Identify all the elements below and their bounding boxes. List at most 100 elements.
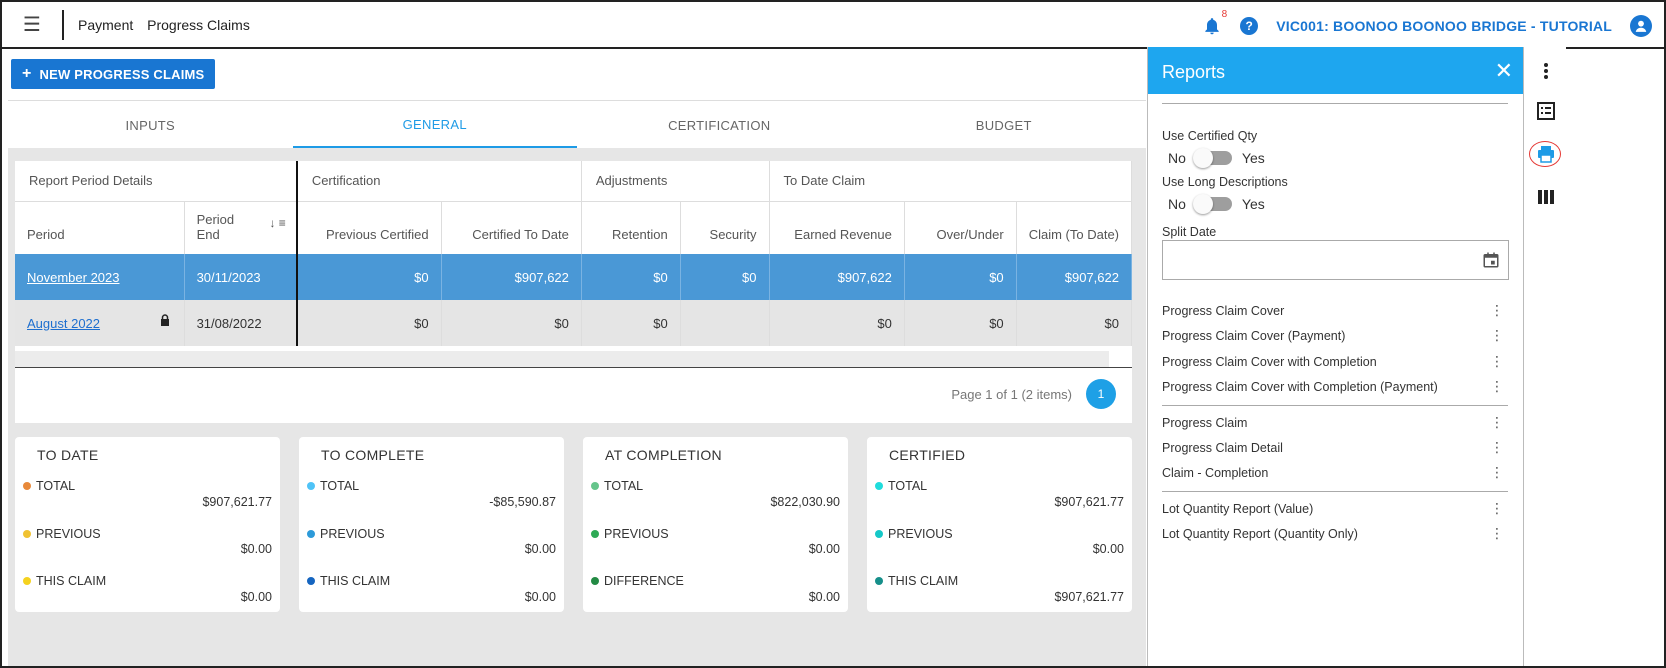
split-date-label: Split Date [1162,225,1217,239]
sort-descending-icon[interactable]: ↓ ≡ [269,215,286,230]
card-item-this-claim: THIS CLAIM [307,574,390,588]
column-header-previous-certified[interactable]: Previous Certified [296,201,442,254]
report-item-label: Lot Quantity Report (Value) [1162,502,1314,516]
legend-dot [307,482,315,490]
column-header-retention[interactable]: Retention [581,201,681,254]
report-item[interactable]: Progress Claim Cover (Payment) ⋮ [1162,327,1504,343]
more-options-icon[interactable]: ⋮ [1490,302,1504,318]
claims-grid: Report Period Details Certification Adju… [15,161,1132,423]
notification-count-badge: 8 [1221,8,1228,20]
use-long-descriptions-toggle[interactable] [1192,194,1232,214]
card-title: TO DATE [37,447,99,463]
card-value: $0.00 [808,542,840,556]
group-certification: Certification [296,161,582,202]
card-item-total: TOTAL [307,479,359,493]
report-item[interactable]: Claim - Completion ⋮ [1162,464,1504,480]
help-icon[interactable]: ? [1240,16,1259,35]
more-vertical-icon[interactable] [1536,61,1556,81]
column-header-claim-to-date[interactable]: Claim (To Date) [1016,201,1132,254]
table-cell: $0 [296,300,442,346]
calendar-icon[interactable] [1482,251,1500,269]
report-item[interactable]: Progress Claim Detail ⋮ [1162,439,1504,455]
summary-card-to-date: TO DATE TOTAL $907,621.77 PREVIOUS $0.00… [15,437,280,612]
tab-general[interactable]: GENERAL [292,103,577,148]
card-item-total: TOTAL [23,479,75,493]
card-value: $0.00 [240,542,272,556]
column-header-period[interactable]: Period [15,201,185,254]
table-cell [680,300,770,346]
breadcrumb: Payment Progress Claims [78,17,250,33]
toggle-yes-label: Yes [1241,196,1265,212]
legend-dot [875,530,883,538]
more-options-icon[interactable]: ⋮ [1490,378,1504,394]
table-cell: $0 [680,254,770,300]
split-date-input[interactable] [1162,240,1509,280]
table-cell: $0 [1016,300,1132,346]
table-cell: $0 [581,300,681,346]
tab-certification[interactable]: CERTIFICATION [668,118,771,133]
column-header-period-end[interactable]: Period End ↓ ≡ [184,201,298,254]
column-header-security[interactable]: Security [680,201,770,254]
card-value: -$85,590.87 [489,495,556,509]
columns-icon[interactable] [1536,187,1556,207]
legend-dot [591,530,599,538]
toggle-knob [1192,194,1213,214]
report-item[interactable]: Progress Claim Cover ⋮ [1162,302,1504,318]
tab-bar: INPUTS GENERAL CERTIFICATION BUDGET [8,103,1146,148]
legend-dot [875,577,883,585]
table-cell: $907,622 [1016,254,1132,300]
more-options-icon[interactable]: ⋮ [1490,464,1504,480]
report-item[interactable]: Lot Quantity Report (Value) ⋮ [1162,500,1504,516]
table-cell: $0 [769,300,905,346]
use-certified-qty-toggle[interactable] [1192,148,1232,168]
report-item[interactable]: Progress Claim ⋮ [1162,414,1504,430]
tab-budget[interactable]: BUDGET [975,118,1032,133]
reports-panel-title: Reports [1162,62,1226,82]
report-item[interactable]: Progress Claim Cover with Completion ⋮ [1162,353,1504,369]
pager: Page 1 of 1 (2 items) 1 [951,379,1116,409]
card-value: $907,621.77 [1054,495,1124,509]
table-row[interactable]: August 2022 31/08/2022 $0 $0 $0 $0 $0 $0 [15,300,1132,346]
new-progress-claims-button[interactable]: + NEW PROGRESS CLAIMS [11,59,216,89]
page-button-1[interactable]: 1 [1086,379,1116,409]
breadcrumb-progress-claims: Progress Claims [147,16,250,33]
report-item[interactable]: Lot Quantity Report (Quantity Only) ⋮ [1162,525,1504,541]
more-options-icon[interactable]: ⋮ [1490,525,1504,541]
card-item-previous: PREVIOUS [23,527,101,541]
list-view-icon[interactable] [1536,101,1556,121]
column-header-earned-revenue[interactable]: Earned Revenue [769,201,905,254]
legend-dot [307,530,315,538]
tab-inputs[interactable]: INPUTS [125,118,175,133]
more-options-icon[interactable]: ⋮ [1490,353,1504,369]
period-link[interactable]: August 2022 [27,315,101,331]
breadcrumb-payment[interactable]: Payment [78,16,134,33]
toggle-no-label: No [1168,196,1186,212]
close-icon[interactable]: ✕ [1494,58,1513,83]
more-options-icon[interactable]: ⋮ [1490,439,1504,455]
column-header-period-end-label: Period End [196,212,235,242]
report-item-label: Claim - Completion [1162,466,1269,480]
lock-icon [160,314,169,326]
main-content: + NEW PROGRESS CLAIMS INPUTS GENERAL CER… [8,51,1218,666]
horizontal-scrollbar[interactable] [15,351,1109,367]
card-value: $0.00 [524,542,556,556]
more-options-icon[interactable]: ⋮ [1490,500,1504,516]
print-icon[interactable] [1536,144,1556,164]
column-header-over-under[interactable]: Over/Under [904,201,1017,254]
card-item-label: PREVIOUS [888,527,953,541]
project-selector[interactable]: VIC001: BOONOO BOONOO BRIDGE - TUTORIAL [1276,17,1612,34]
legend-dot [23,577,31,585]
legend-dot [875,482,883,490]
column-header-certified-to-date[interactable]: Certified To Date [441,201,582,254]
more-options-icon[interactable]: ⋮ [1490,327,1504,343]
grid-divider [15,367,1132,368]
user-avatar-icon[interactable] [1630,14,1652,37]
card-value: $907,621.77 [202,495,272,509]
table-row[interactable]: November 2023 30/11/2023 $0 $907,622 $0 … [15,254,1132,300]
menu-icon[interactable]: ☰ [23,14,41,36]
more-options-icon[interactable]: ⋮ [1490,414,1504,430]
notification-bell-icon[interactable]: 8 [1202,9,1227,36]
summary-card-at-completion: AT COMPLETION TOTAL $822,030.90 PREVIOUS… [583,437,848,612]
report-item[interactable]: Progress Claim Cover with Completion (Pa… [1162,378,1504,394]
period-link[interactable]: November 2023 [27,269,120,285]
